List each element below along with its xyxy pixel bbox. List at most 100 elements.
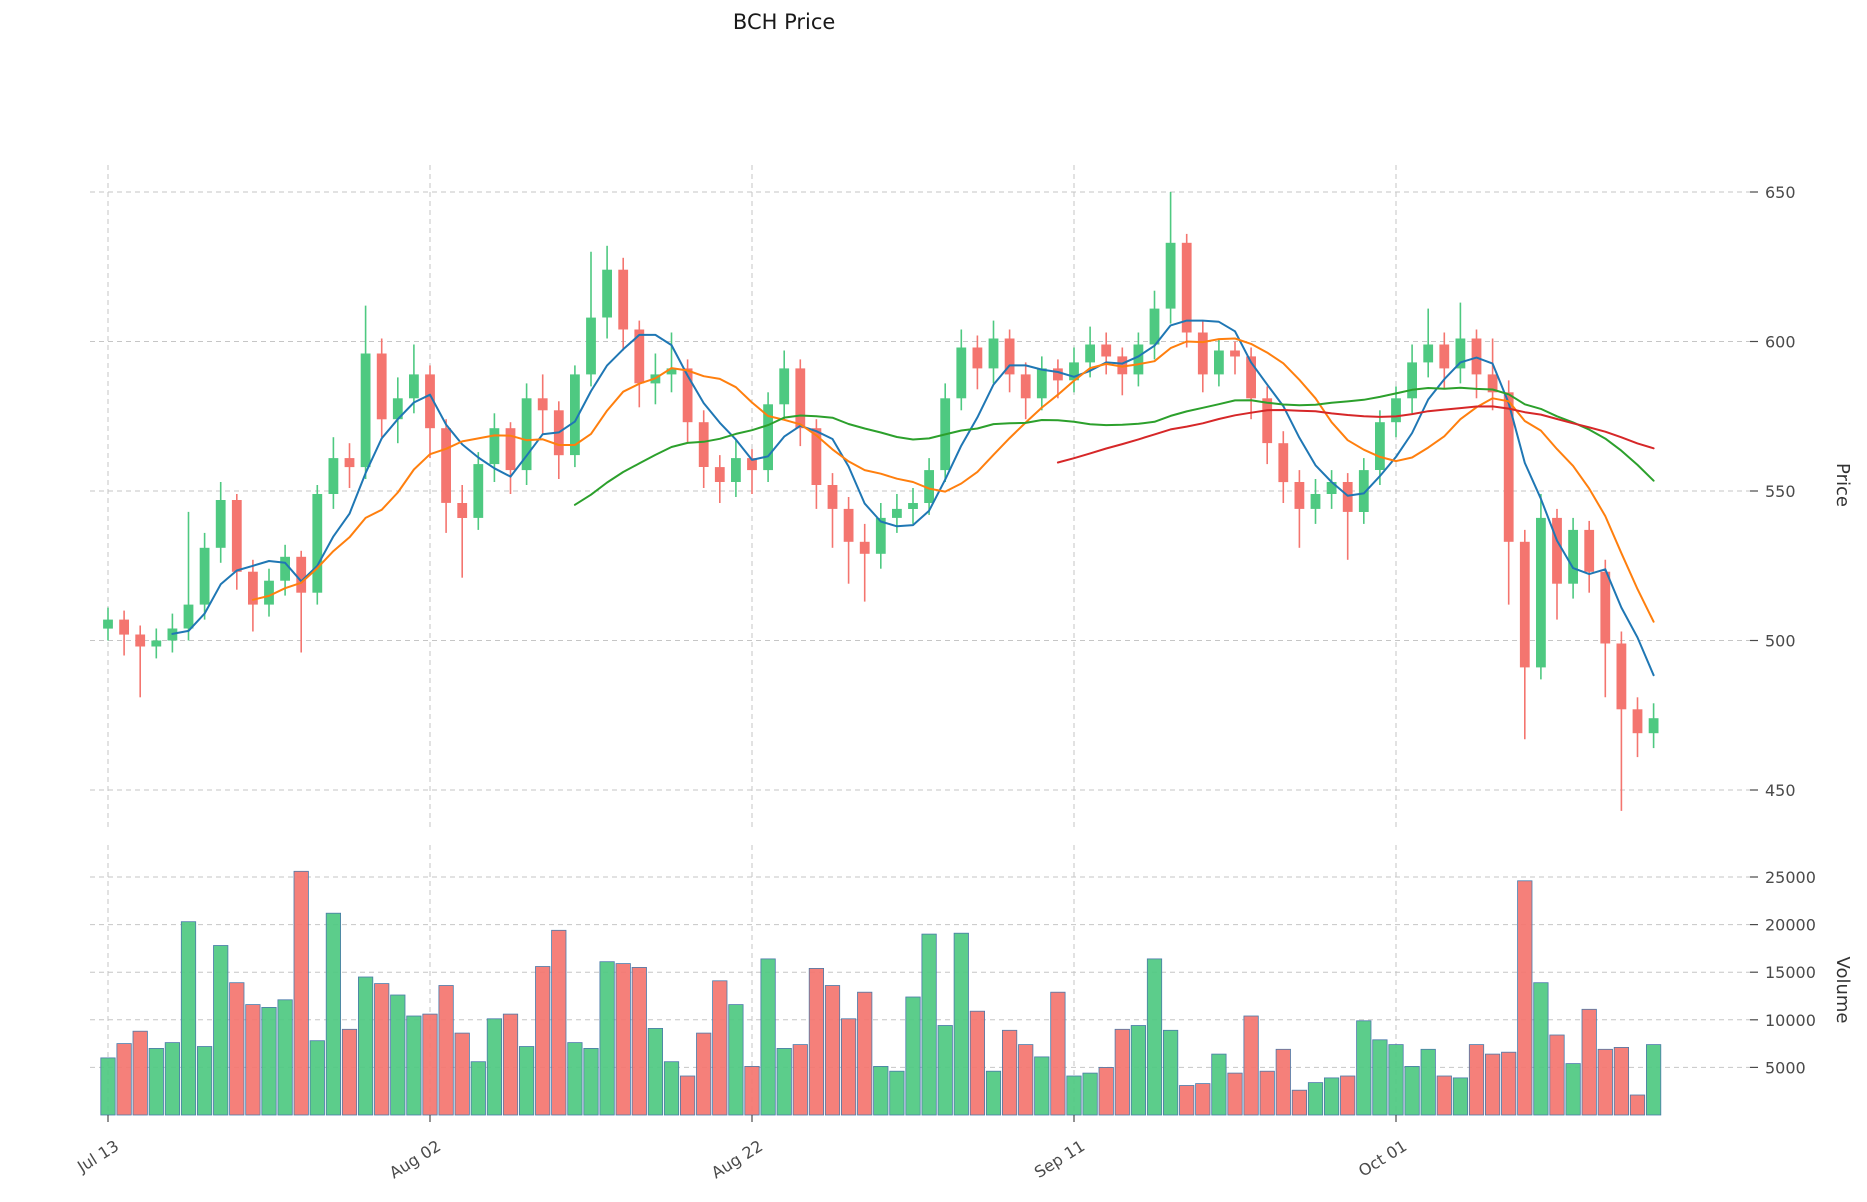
volume-bar <box>1179 1085 1195 1116</box>
price-tick-label: 650 <box>1765 183 1796 202</box>
candle-body <box>1294 482 1305 509</box>
candle-body <box>1262 398 1273 444</box>
volume-bar <box>116 1043 132 1116</box>
volume-bar <box>1517 880 1533 1116</box>
candle-body <box>473 464 484 518</box>
volume-bar <box>1114 1028 1130 1116</box>
x-tick-label: Sep 11 <box>1031 1136 1088 1182</box>
candle-body <box>1101 344 1112 357</box>
volume-bar <box>486 1018 503 1116</box>
candle-body <box>682 368 693 423</box>
candle-body <box>1487 374 1498 393</box>
candle-body <box>1165 242 1176 309</box>
volume-bar <box>841 1018 857 1116</box>
volume-bar <box>1163 1029 1179 1116</box>
candle-body <box>135 634 146 647</box>
volume-bar <box>615 963 631 1116</box>
candle-body <box>1342 482 1353 512</box>
candle-body <box>1358 470 1369 512</box>
volume-bar <box>1420 1048 1436 1116</box>
volume-bar <box>1195 1083 1211 1116</box>
volume-bar <box>1597 1048 1613 1116</box>
volume-bar <box>100 1057 116 1116</box>
price-tick-label: 600 <box>1765 333 1796 352</box>
volume-bar <box>438 985 454 1116</box>
volume-bar <box>213 945 229 1116</box>
candle-body <box>1181 242 1192 333</box>
candle-body <box>747 458 757 471</box>
volume-axis-title: Volume <box>1832 956 1853 1024</box>
volume-layer <box>100 870 1662 1116</box>
candle-body <box>972 347 983 369</box>
candle-body <box>1584 529 1595 572</box>
volume-bar <box>1018 1044 1034 1116</box>
candle-body <box>1036 368 1047 399</box>
candle-body <box>151 640 162 647</box>
x-tick-label: Aug 02 <box>386 1136 444 1182</box>
price-tick-label: 550 <box>1765 482 1796 501</box>
volume-bar <box>229 982 245 1116</box>
candle-body <box>1149 308 1160 345</box>
volume-bar <box>1130 1025 1146 1116</box>
volume-bar <box>1340 1075 1356 1116</box>
price-tick-label: 500 <box>1765 632 1796 651</box>
candle-body <box>1214 350 1224 375</box>
price-axis-title: Price <box>1832 463 1853 507</box>
candle-body <box>537 398 548 411</box>
volume-bar <box>712 980 728 1116</box>
volume-bar <box>406 1015 422 1116</box>
candle-body <box>119 619 129 635</box>
volume-bar <box>519 1046 535 1116</box>
volume-bar <box>309 1040 325 1116</box>
candle-body <box>1085 344 1095 363</box>
volume-bar <box>873 1066 889 1116</box>
candle-body <box>1133 344 1144 375</box>
candle-body <box>1616 643 1627 710</box>
volume-bar <box>261 1007 277 1116</box>
candle-body <box>457 503 468 518</box>
candle-body <box>618 269 629 330</box>
volume-bar <box>857 991 873 1116</box>
volume-tick-label: 10000 <box>1765 1011 1816 1030</box>
volume-bar <box>728 1004 744 1116</box>
candle-body <box>199 547 210 605</box>
volume-bar <box>1404 1066 1420 1116</box>
volume-bar <box>1243 1015 1259 1116</box>
candle-body <box>231 500 242 572</box>
candle-body <box>1439 344 1450 369</box>
volume-bar <box>647 1028 664 1116</box>
x-tick-label: Oct 01 <box>1355 1136 1410 1180</box>
candle-body <box>763 404 773 471</box>
candle-body <box>1020 374 1031 399</box>
volume-bar <box>1468 1044 1485 1116</box>
volume-bar <box>776 1048 792 1116</box>
candle-layer <box>103 192 1659 811</box>
candle-body <box>956 347 967 399</box>
candle-body <box>344 458 355 468</box>
volume-bar <box>164 1042 180 1116</box>
volume-bar <box>180 921 197 1116</box>
volume-bar <box>1533 982 1549 1116</box>
volume-bar <box>1356 1020 1372 1116</box>
volume-tick-label: 15000 <box>1765 963 1816 982</box>
volume-bar <box>889 1070 905 1116</box>
x-tick-label: Aug 22 <box>708 1136 766 1182</box>
candle-body <box>248 571 258 605</box>
ma60-line <box>1056 405 1655 464</box>
volume-bar <box>599 961 615 1116</box>
candle-body <box>521 398 532 471</box>
candle-body <box>264 580 274 605</box>
candle-body <box>1230 350 1240 357</box>
volume-bar <box>1581 1008 1597 1116</box>
volume-bar <box>1629 1094 1646 1116</box>
candle-body <box>1069 362 1079 381</box>
volume-bar <box>905 996 921 1116</box>
volume-bar <box>454 1032 470 1116</box>
candle-body <box>698 422 709 467</box>
volume-bar <box>824 985 841 1116</box>
volume-bar <box>1324 1077 1340 1116</box>
volume-bar <box>502 1013 519 1116</box>
candle-body <box>183 604 194 629</box>
candle-body <box>296 556 307 593</box>
